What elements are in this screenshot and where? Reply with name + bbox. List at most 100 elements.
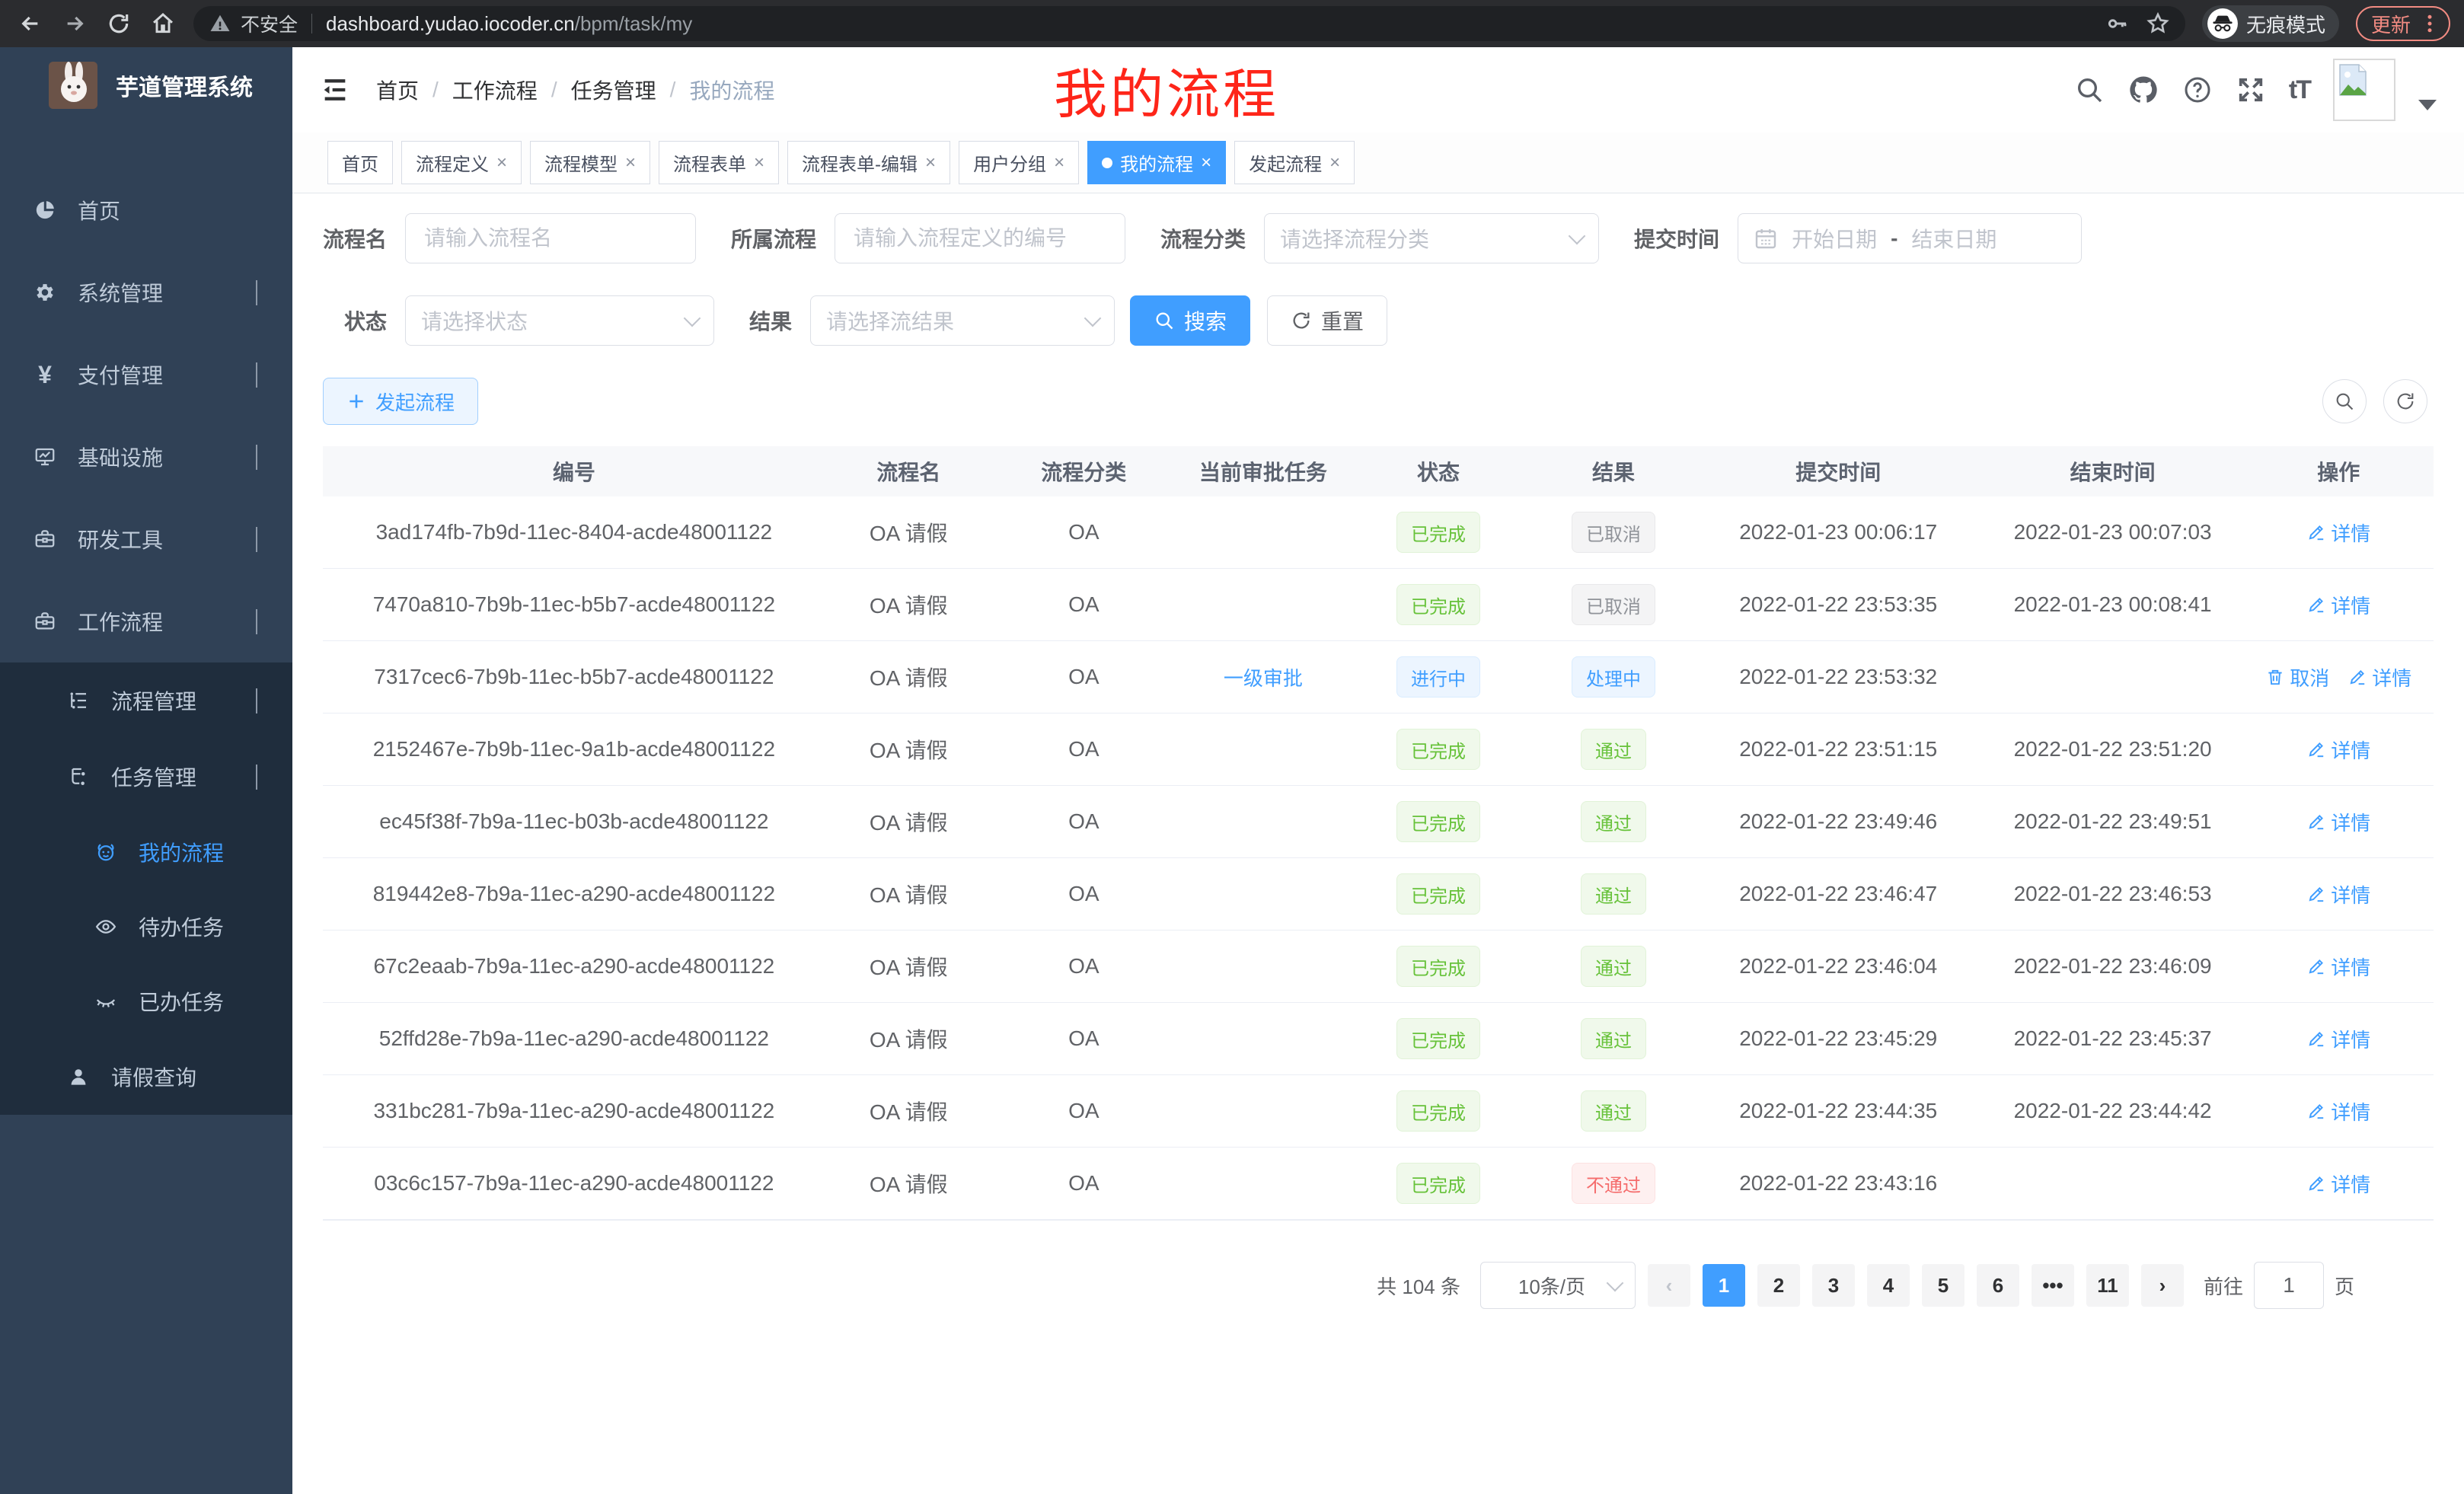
browser-back-icon[interactable] [14,7,47,40]
browser-reload-icon[interactable] [102,7,136,40]
tab-3[interactable]: 流程表单 × [659,141,780,184]
tab-6[interactable]: 我的流程 × [1087,141,1227,184]
url-text[interactable]: dashboard.yudao.iocoder.cn/bpm/task/my [326,11,693,35]
tab-7[interactable]: 发起流程 × [1234,141,1355,184]
row-action-详情[interactable]: 详情 [2306,1097,2370,1125]
row-action-详情[interactable]: 详情 [2306,1025,2370,1053]
status-badge: 已完成 [1396,1090,1480,1132]
search-button[interactable]: 搜索 [1130,295,1251,346]
tab-label: 用户分组 [973,155,1047,175]
refresh-table-button[interactable] [2383,379,2427,423]
submit-time-range-picker[interactable]: 开始日期 - 结束日期 [1738,213,2083,263]
help-icon[interactable] [2182,75,2213,105]
sidebar-item-4[interactable]: 研发工具 [0,498,292,580]
sidebar-item-7[interactable]: 任务管理 [0,739,292,815]
omnibox-divider [311,14,313,34]
github-icon[interactable] [2127,74,2159,106]
tab-0[interactable]: 首页 [327,141,393,184]
sidebar-item-6[interactable]: 流程管理 [0,662,292,739]
more-pages-button[interactable]: ••• [2031,1264,2074,1307]
close-icon[interactable]: × [1201,152,1212,173]
page-size-select[interactable]: 10条/页 [1479,1262,1636,1309]
browser-home-icon[interactable] [146,7,180,40]
font-size-icon[interactable]: tT [2288,75,2312,104]
sidebar-item-8[interactable]: 我的流程 [0,815,292,889]
row-action-详情[interactable]: 详情 [2348,663,2411,691]
category-select[interactable]: 请选择流程分类 [1264,213,1600,263]
current-task-link[interactable]: 一级审批 [1223,666,1303,690]
close-icon[interactable]: × [496,152,508,173]
action-label: 详情 [2331,811,2371,835]
sidebar-item-1[interactable]: 系统管理 [0,251,292,334]
sidebar-item-label: 任务管理 [111,766,197,790]
fullscreen-icon[interactable] [2236,75,2266,105]
goto-page-input[interactable] [2253,1262,2324,1309]
sidebar-item-label: 流程管理 [111,690,197,713]
result-select[interactable]: 请选择流结果 [810,295,1116,346]
bookmark-star-icon[interactable] [2146,11,2170,36]
status-select[interactable]: 请选择状态 [405,295,715,346]
sidebar-item-3[interactable]: 基础设施 [0,416,292,498]
tab-2[interactable]: 流程模型 × [530,141,651,184]
avatar-dropdown-caret[interactable] [2418,100,2437,110]
avatar[interactable] [2333,59,2395,121]
prev-page-button[interactable]: ‹ [1647,1264,1690,1307]
row-action-详情[interactable]: 详情 [2306,519,2370,547]
close-icon[interactable]: × [625,152,637,173]
page-button-4[interactable]: 4 [1866,1264,1910,1307]
page-button-6[interactable]: 6 [1976,1264,2019,1307]
page-button-5[interactable]: 5 [1921,1264,1964,1307]
row-action-详情[interactable]: 详情 [2306,808,2370,836]
row-action-详情[interactable]: 详情 [2306,736,2370,764]
tab-5[interactable]: 用户分组 × [959,141,1080,184]
sidebar-item-2[interactable]: ¥ 支付管理 [0,334,292,416]
close-icon[interactable]: × [1329,152,1341,173]
reset-button[interactable]: 重置 [1267,295,1388,346]
row-action-详情[interactable]: 详情 [2306,880,2370,908]
close-icon[interactable]: × [754,152,765,173]
sidebar-item-10[interactable]: 已办任务 [0,964,292,1039]
search-icon[interactable] [2074,75,2105,105]
create-process-button[interactable]: 发起流程 [323,378,479,425]
row-action-取消[interactable]: 取消 [2265,663,2329,691]
close-icon[interactable]: × [925,152,937,173]
sidebar-item-11[interactable]: 请假查询 [0,1039,292,1115]
tab-1[interactable]: 流程定义 × [401,141,522,184]
page-button-11[interactable]: 11 [2086,1264,2129,1307]
sidebar-item-0[interactable]: 首页 [0,169,292,251]
url-bar[interactable]: 不安全 dashboard.yudao.iocoder.cn/bpm/task/… [193,6,2185,41]
browser-update-button[interactable]: 更新 [2355,6,2450,41]
not-secure-warning-icon [209,12,231,35]
close-icon[interactable]: × [1054,152,1065,173]
sidebar-collapse-icon[interactable] [320,75,350,105]
action-label: 详情 [2331,883,2371,907]
process-def-input[interactable] [835,213,1126,263]
toggle-search-button[interactable] [2322,379,2367,423]
row-action-详情[interactable]: 详情 [2306,1170,2370,1198]
key-icon[interactable] [2105,11,2129,36]
row-action-详情[interactable]: 详情 [2306,591,2370,619]
browser-forward-icon[interactable] [58,7,91,40]
goto-label: 前往 [2203,1275,2243,1298]
cell-submit_time: 2022-01-22 23:46:04 [1739,954,1938,978]
status-badge: 已完成 [1396,873,1480,915]
cell-name: OA 请假 [869,883,948,907]
active-tab-dot [1102,157,1113,168]
page-button-1[interactable]: 1 [1702,1264,1745,1307]
breadcrumb-item-2[interactable]: 任务管理 [570,79,656,103]
process-name-input[interactable] [405,213,697,263]
sidebar-item-9[interactable]: 待办任务 [0,889,292,964]
page-button-2[interactable]: 2 [1757,1264,1800,1307]
breadcrumb-item-1[interactable]: 工作流程 [452,79,538,103]
sidebar-item-5[interactable]: 工作流程 [0,580,292,662]
security-label[interactable]: 不安全 [241,14,298,36]
next-page-button[interactable]: › [2140,1264,2184,1307]
action-label: 详情 [2372,666,2412,690]
row-action-详情[interactable]: 详情 [2306,953,2370,981]
page-button-3[interactable]: 3 [1811,1264,1855,1307]
tab-4[interactable]: 流程表单-编辑 × [787,141,951,184]
toolbox-icon [32,528,58,551]
app-logo-row[interactable]: 芋道管理系统 [0,47,292,123]
breadcrumb-item-0[interactable]: 首页 [376,79,420,103]
cell-submit_time: 2022-01-22 23:43:16 [1739,1171,1938,1195]
